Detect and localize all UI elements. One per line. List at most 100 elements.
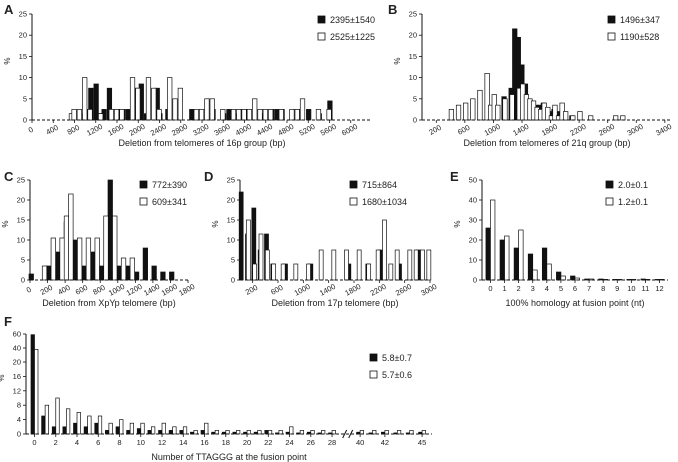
x-tick-label: 800 (91, 283, 106, 297)
x-tick-label: 4000 (234, 122, 253, 138)
bar-a-white (294, 109, 300, 121)
x-tick-label: 14 (179, 438, 187, 447)
x-tick-label: 2600 (597, 122, 616, 138)
bar-f-white (129, 422, 134, 435)
bar-d-white (245, 219, 251, 281)
legend-swatch (349, 180, 358, 189)
bar-e-white (490, 199, 496, 281)
bar-d-white (407, 249, 413, 281)
x-tick-label: 3600 (213, 122, 232, 138)
x-tick-label: 7 (587, 284, 591, 293)
x-tick-label: 600 (456, 123, 471, 137)
bar-b-white (509, 94, 515, 121)
bar-a-white (315, 109, 322, 121)
x-tick-label: 600 (74, 283, 89, 297)
x-tick-label: 0 (488, 284, 492, 293)
bar-c-black (107, 179, 113, 281)
bar-f-white (182, 426, 188, 435)
y-axis-label: % (393, 57, 402, 64)
bar-a-white (326, 109, 332, 121)
bar-a-white (198, 109, 205, 121)
x-tick-label: 9 (615, 284, 619, 293)
bar-f-black (83, 426, 88, 435)
bar-c-black (54, 251, 61, 281)
bar-d-white (318, 249, 324, 281)
y-tick-label: 5 (23, 94, 27, 103)
bar-b-white (563, 111, 569, 121)
x-tick-label: 5200 (298, 122, 317, 138)
bar-b-white (613, 115, 619, 121)
bar-a-white (230, 109, 237, 121)
bar-e-black (527, 253, 534, 281)
y-tick-label: 16 (13, 372, 21, 381)
bar-c-black (46, 265, 52, 281)
bar-f-white (108, 422, 113, 435)
bar-f-white (161, 422, 166, 435)
y-tick-label: 0 (23, 116, 27, 125)
legend-swatch (369, 353, 378, 362)
bar-f-white (204, 422, 209, 435)
y-tick-label: 5 (231, 256, 235, 265)
x-tick-label: 1400 (142, 282, 161, 298)
panel-letter: C (4, 169, 14, 184)
y-tick-label: 0 (231, 276, 235, 285)
bar-c-white (50, 237, 56, 281)
x-tick-label: 1600 (106, 122, 125, 138)
x-tick-label: 3 (531, 284, 535, 293)
legend-label: 2.0±0.1 (618, 180, 648, 190)
x-axis-label: 100% homology at fusion point (nt) (505, 298, 644, 308)
bar-f-white (372, 430, 377, 435)
y-tick-label: 0 (17, 430, 21, 439)
bar-a-white (151, 87, 157, 121)
x-axis-label: Deletion from telomeres of 16p group (bp… (118, 138, 285, 148)
bar-f-white (267, 430, 273, 435)
bar-a-white (241, 109, 247, 121)
legend-swatch (607, 32, 616, 41)
x-tick-label: 3200 (191, 122, 210, 138)
x-tick-label: 1600 (160, 282, 179, 298)
bar-a-white (257, 109, 263, 121)
y-tick-label: 0 (413, 116, 417, 125)
bar-c-white (129, 257, 135, 281)
bar-a-white (262, 109, 268, 121)
x-tick-label: 2200 (568, 122, 587, 138)
bar-a-white (177, 87, 183, 121)
bar-a-white (113, 109, 120, 121)
bar-e-white (532, 269, 538, 281)
bar-f-white (76, 412, 81, 435)
bar-d-white (394, 249, 400, 281)
bar-a-white (156, 109, 162, 121)
bar-f-white (214, 430, 220, 435)
legend-swatch (317, 15, 326, 24)
y-tick-label: 12 (13, 386, 21, 395)
bar-a-white (193, 109, 199, 121)
y-tick-label: 20 (409, 31, 417, 40)
bar-d-white (382, 219, 387, 281)
legend-swatch (369, 370, 378, 379)
x-tick-label: 8 (117, 438, 121, 447)
x-axis-label: Deletion from telomeres of 21q group (bp… (463, 138, 630, 148)
x-tick-label: 200 (427, 123, 442, 137)
y-tick-label: 4 (17, 415, 21, 424)
bar-f-black (136, 428, 142, 435)
bar-f-white (321, 430, 326, 435)
legend-swatch (349, 197, 358, 206)
x-tick-label: 3000 (626, 122, 645, 138)
bar-f-white (44, 404, 49, 435)
y-axis-label: % (0, 374, 6, 381)
bar-a-white (108, 109, 114, 121)
panel-letter: E (450, 169, 459, 184)
bar-b-white (588, 115, 594, 121)
bar-b-white (577, 111, 583, 121)
panel-letter: D (204, 169, 213, 184)
bar-f-black (126, 430, 131, 435)
bar-a-white (289, 109, 295, 121)
x-tick-label: 800 (66, 123, 81, 137)
bar-c-white (59, 237, 65, 281)
y-tick-label: 10 (227, 236, 235, 245)
x-tick-label: 3400 (654, 122, 673, 138)
bar-f-white (310, 430, 315, 435)
bar-b-white (495, 104, 501, 121)
y-tick-label: 40 (13, 344, 21, 353)
bar-e-white (518, 229, 524, 281)
